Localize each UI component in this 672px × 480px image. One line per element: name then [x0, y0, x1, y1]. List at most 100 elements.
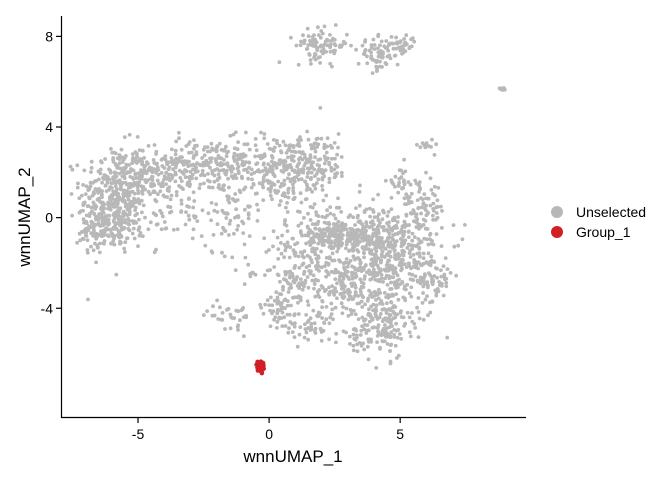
- data-point: [328, 241, 332, 246]
- data-point: [137, 217, 141, 222]
- data-point: [416, 205, 421, 210]
- data-point: [276, 273, 281, 278]
- data-point: [393, 53, 398, 58]
- data-point: [413, 326, 418, 330]
- data-point: [361, 295, 366, 300]
- data-point: [117, 171, 122, 176]
- data-point: [369, 224, 374, 229]
- data-point: [376, 266, 381, 270]
- data-point: [233, 268, 238, 272]
- data-point: [312, 202, 317, 207]
- data-point: [442, 274, 447, 279]
- data-point: [276, 179, 281, 184]
- data-point: [351, 332, 356, 337]
- data-point: [381, 225, 386, 229]
- data-point: [328, 43, 333, 48]
- data-point: [325, 136, 330, 141]
- data-point: [122, 135, 127, 140]
- data-point: [232, 146, 237, 151]
- data-point: [228, 312, 233, 317]
- data-point: [90, 209, 94, 214]
- data-point: [270, 303, 275, 308]
- data-point: [316, 293, 320, 297]
- data-point: [150, 178, 155, 183]
- data-point: [164, 182, 169, 187]
- data-point: [386, 293, 391, 297]
- data-point: [407, 330, 412, 335]
- data-point: [312, 141, 317, 146]
- data-point: [388, 227, 392, 232]
- data-point: [93, 241, 97, 246]
- data-point: [344, 330, 348, 335]
- data-point: [268, 189, 273, 194]
- data-point: [107, 221, 112, 226]
- data-point: [425, 212, 430, 216]
- data-point: [219, 156, 223, 161]
- data-point: [142, 165, 147, 170]
- data-point: [441, 264, 446, 268]
- data-point: [337, 237, 342, 242]
- data-point: [432, 184, 437, 189]
- data-point: [402, 223, 406, 228]
- data-point: [305, 166, 310, 171]
- data-point: [375, 215, 380, 219]
- data-point: [307, 263, 312, 268]
- data-point: [229, 167, 234, 172]
- data-point: [184, 169, 189, 174]
- data-point: [122, 155, 127, 160]
- data-point: [76, 181, 80, 186]
- data-point: [218, 305, 222, 310]
- data-point: [391, 316, 396, 321]
- data-point: [322, 146, 327, 151]
- data-point: [313, 294, 318, 299]
- data-point: [302, 335, 307, 340]
- data-point: [208, 156, 212, 161]
- data-point: [226, 149, 231, 154]
- legend: Unselected Group_1: [551, 204, 646, 240]
- data-point: [402, 196, 407, 201]
- data-point: [268, 167, 272, 172]
- data-point: [220, 250, 224, 255]
- data-point: [327, 291, 331, 296]
- data-point: [137, 148, 142, 153]
- data-point: [392, 335, 396, 339]
- data-point: [312, 55, 316, 60]
- data-point: [390, 180, 394, 185]
- data-point: [379, 258, 383, 262]
- data-point: [187, 150, 191, 155]
- data-point: [404, 33, 409, 38]
- data-point: [456, 243, 461, 248]
- data-point: [275, 301, 280, 306]
- data-point: [267, 248, 271, 252]
- data-point: [262, 132, 267, 136]
- data-point: [377, 223, 381, 228]
- data-point: [347, 249, 351, 253]
- data-point: [85, 248, 90, 252]
- data-point: [255, 202, 259, 207]
- data-point: [401, 171, 405, 176]
- data-point: [294, 43, 299, 48]
- data-point: [115, 164, 120, 168]
- data-point: [297, 265, 302, 270]
- data-point: [236, 309, 241, 314]
- data-point: [374, 234, 379, 239]
- data-point: [297, 295, 301, 300]
- data-point: [136, 191, 141, 196]
- data-point: [267, 303, 271, 307]
- data-point: [319, 43, 323, 48]
- data-point: [315, 263, 320, 267]
- data-point: [93, 206, 98, 211]
- data-point: [104, 227, 108, 232]
- data-point: [212, 313, 217, 318]
- data-point: [292, 277, 296, 282]
- data-point: [314, 210, 318, 215]
- data-point: [150, 174, 155, 179]
- data-point: [400, 257, 404, 262]
- data-point: [268, 308, 272, 313]
- data-point: [331, 290, 336, 295]
- data-point: [82, 220, 86, 225]
- data-point: [338, 279, 343, 283]
- data-point: [125, 207, 130, 212]
- data-point: [369, 43, 374, 47]
- data-point: [261, 311, 266, 316]
